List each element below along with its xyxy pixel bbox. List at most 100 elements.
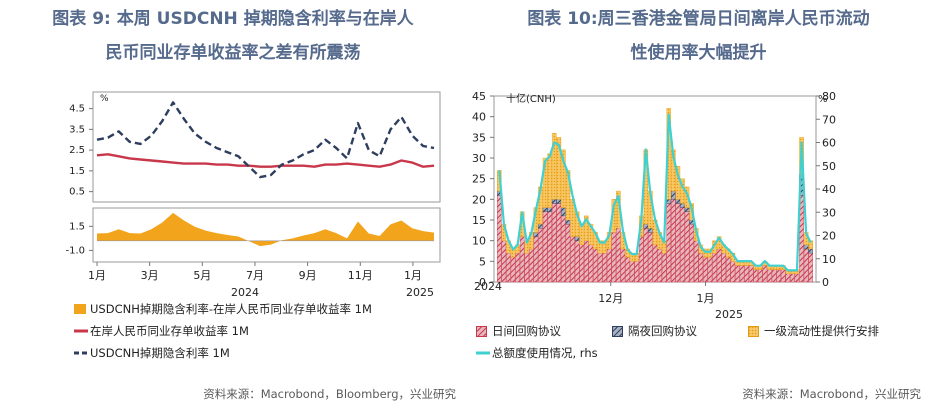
right-right-ytick-label: 20 [822, 230, 836, 243]
bar-intraday-repo [790, 273, 795, 283]
bar-intraday-repo [629, 261, 635, 283]
right-chart-panel: 图表 10:周三香港金管局日间离岸人民币流动 性使用率大幅提升 十亿(CNH) … [466, 0, 931, 408]
bar-intraday-repo [808, 252, 814, 283]
right-right-ytick-label: 30 [822, 206, 836, 219]
bar-overnight-repo [680, 203, 685, 208]
right-left-axis-unit: 十亿(CNH) [506, 92, 556, 105]
right-right-ytick-label: 60 [822, 137, 836, 150]
left-top-plot-frame [92, 91, 441, 203]
bar-intraday-repo [721, 252, 726, 283]
right-left-ytick-label: 20 [472, 193, 486, 206]
bar-intraday-repo [785, 273, 791, 283]
bar-intraday-repo [593, 248, 598, 283]
bar-overnight-repo [538, 223, 543, 229]
left-year-label-2025: 2025 [406, 286, 434, 299]
bar-intraday-repo [538, 228, 543, 283]
bar-intraday-repo [547, 211, 552, 283]
legend-swatch-intraday-repo [476, 326, 487, 337]
bar-intraday-repo [524, 252, 530, 283]
bar-intraday-repo [565, 223, 571, 283]
bar-intraday-repo [648, 232, 653, 283]
right-right-axis-unit: % [818, 94, 828, 105]
bar-intraday-repo [716, 248, 722, 283]
bar-overnight-repo [684, 207, 690, 212]
legend-label-usage-rhs: 总额度使用情况, rhs [492, 346, 598, 360]
legend-swatch-spread [74, 304, 86, 314]
right-left-ytick-label: 10 [472, 235, 486, 248]
bar-intraday-repo [501, 240, 507, 283]
right-chart-title-line2: 性使用率大幅提升 [630, 43, 767, 63]
bar-intraday-repo [675, 203, 681, 283]
left-source-note: 资料来源：Macrobond，Bloomberg，兴业研究 [203, 387, 456, 401]
bar-intraday-repo [620, 248, 626, 283]
right-right-ytick-label: 0 [822, 276, 829, 289]
right-year-label-2025: 2025 [715, 308, 743, 321]
left-xtick-label: 5月 [193, 269, 211, 282]
ncd-yield-line [96, 153, 435, 168]
bar-intraday-repo [506, 252, 511, 283]
right-left-ytick-label: 45 [472, 90, 486, 103]
right-left-ytick-label: 35 [472, 131, 486, 144]
left-chart-svg: % 0.5 1.5 2.5 3.5 4.5 1.5 -1.0 1月 3月 5月 7月 9月 11月 1… [65, 91, 441, 299]
right-left-ytick-label: 0 [479, 276, 486, 289]
right-left-ytick-label: 30 [472, 152, 486, 165]
left-top-unit-label: % [100, 94, 109, 104]
bar-intraday-repo [588, 244, 594, 283]
bar-overnight-repo [808, 248, 814, 254]
bar-tier1-facility [588, 223, 594, 246]
bar-intraday-repo [515, 252, 520, 283]
right-left-ytick-label: 40 [472, 111, 486, 124]
implied-rate-line [96, 101, 435, 179]
bar-intraday-repo [529, 248, 534, 283]
legend-label-spread: USDCNH掉期隐含利率-在岸人民币同业存单收益率 1M [90, 302, 372, 316]
bar-intraday-repo [703, 257, 708, 283]
left-top-ytick-label: 4.5 [69, 104, 85, 115]
bar-intraday-repo [561, 215, 566, 283]
bar-overnight-repo [547, 207, 552, 212]
bar-intraday-repo [707, 257, 713, 283]
bar-intraday-repo [771, 269, 777, 283]
bar-overnight-repo [565, 219, 571, 225]
bar-intraday-repo [634, 261, 639, 283]
bar-intraday-repo [533, 236, 539, 283]
bar-intraday-repo [758, 269, 763, 283]
bar-intraday-repo [744, 265, 749, 283]
right-source-note: 资料来源：Macrobond，兴业研究 [742, 387, 921, 401]
bar-overnight-repo [556, 199, 562, 204]
left-xtick-label: 1月 [88, 269, 106, 282]
bar-intraday-repo [638, 236, 644, 283]
bar-overnight-repo [666, 199, 672, 204]
legend-swatch-usage-rhs [476, 351, 490, 355]
bar-intraday-repo [776, 269, 781, 283]
bar-intraday-repo [579, 244, 585, 283]
right-chart-title-line1: 图表 10:周三香港金管局日间离岸人民币流动 [527, 9, 870, 29]
bar-intraday-repo [625, 257, 630, 283]
bar-intraday-repo [725, 257, 731, 283]
left-xtick-label: 7月 [246, 269, 264, 282]
legend-swatch-tier1-facility [748, 326, 759, 337]
left-xtick-label: 1月 [404, 269, 422, 282]
bar-intraday-repo [510, 257, 516, 283]
bar-intraday-repo [602, 252, 607, 283]
right-left-ytick-label: 15 [472, 214, 486, 227]
right-left-ytick-label: 25 [472, 173, 486, 186]
left-year-label-2024: 2024 [231, 286, 259, 299]
left-top-ytick-label: 0.5 [69, 187, 85, 198]
bar-intraday-repo [551, 203, 557, 283]
bar-overnight-repo [533, 232, 539, 237]
usage-rhs-line [498, 113, 812, 272]
bar-overnight-repo [561, 207, 566, 217]
right-year-label-2024: 2024 [474, 280, 502, 293]
bar-intraday-repo [698, 252, 704, 283]
right-left-ytick-label: 5 [479, 255, 486, 268]
bar-intraday-repo [574, 240, 580, 283]
bar-overnight-repo [542, 207, 548, 212]
legend-label-intraday-repo: 日间回购协议 [492, 324, 561, 338]
left-top-ytick-label: 1.5 [69, 166, 85, 177]
bar-intraday-repo [712, 252, 717, 283]
bar-intraday-repo [556, 203, 562, 283]
bar-intraday-repo [657, 248, 662, 283]
right-right-ytick-label: 40 [822, 183, 836, 196]
bar-intraday-repo [680, 207, 685, 283]
